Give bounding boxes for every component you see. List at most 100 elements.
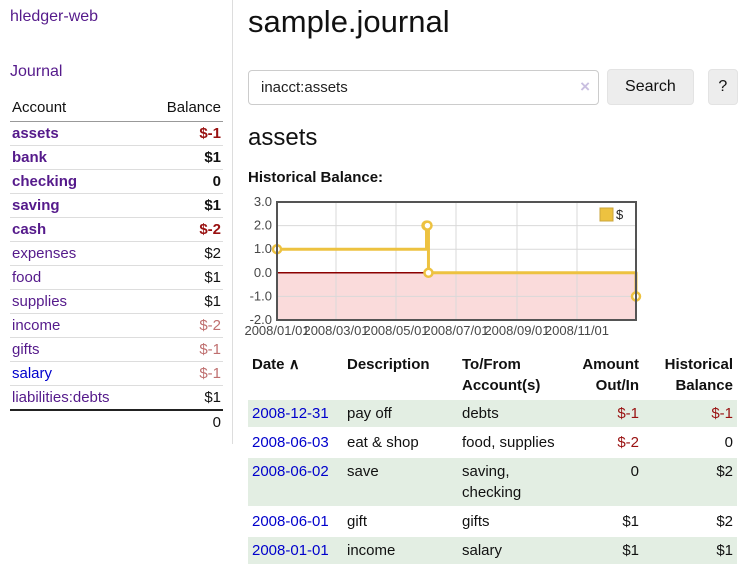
account-link[interactable]: gifts <box>12 341 40 358</box>
account-link[interactable]: bank <box>12 149 48 166</box>
table-row: 2008-01-01 income salary $1 $1 <box>248 537 737 564</box>
account-row: bank $1 <box>10 145 223 170</box>
transaction-date-link[interactable]: 2008-01-01 <box>252 542 329 559</box>
search-button[interactable]: Search <box>607 69 694 105</box>
transaction-date-link[interactable]: 2008-06-03 <box>252 434 329 451</box>
transaction-amount: $-1 <box>563 400 643 427</box>
sort-asc-icon: ∧ <box>288 356 300 373</box>
accounts-header-account: Account <box>12 99 67 116</box>
account-balance: $-1 <box>199 125 221 142</box>
transaction-balance: $2 <box>716 513 733 530</box>
y-axis-tick: -1.0 <box>250 288 272 303</box>
sidebar: hledger-web Journal Account Balance asse… <box>0 0 233 444</box>
sidebar-item-journal[interactable]: Journal <box>10 63 63 80</box>
account-row: income $-2 <box>10 313 223 338</box>
account-balance: 0 <box>212 173 221 190</box>
register-header-amount: Amount Out/In <box>582 356 639 394</box>
account-row: saving $1 <box>10 193 223 218</box>
transaction-amount: $1 <box>622 513 639 530</box>
transaction-balance: $-1 <box>643 400 737 427</box>
account-balance: $1 <box>204 389 221 406</box>
x-axis-tick: 2008/01/01 <box>244 323 309 338</box>
account-balance: $-1 <box>199 365 221 382</box>
account-balance: $-2 <box>199 317 221 334</box>
help-button[interactable]: ? <box>707 69 738 105</box>
transaction-description: gift <box>347 513 368 530</box>
account-link[interactable]: saving <box>12 197 60 214</box>
account-link[interactable]: expenses <box>12 245 77 262</box>
transaction-accounts: gifts <box>462 513 490 530</box>
account-row: cash $-2 <box>10 217 223 242</box>
y-axis-tick: 0.0 <box>254 265 272 280</box>
account-row: supplies $1 <box>10 289 223 314</box>
transaction-amount: $1 <box>563 537 643 564</box>
table-row: 2008-12-31 pay off debts $-1 $-1 <box>248 400 737 427</box>
transaction-date-link[interactable]: 2008-06-02 <box>252 463 329 480</box>
register-body: 2008-12-31 pay off debts $-1 $-1 2008-06-03 ea… <box>248 400 737 564</box>
transaction-date-link[interactable]: 2008-06-01 <box>252 513 329 530</box>
transaction-description: eat & shop <box>347 434 419 451</box>
y-axis-tick: 3.0 <box>254 194 272 209</box>
account-row: salary $-1 <box>10 361 223 386</box>
account-link[interactable]: income <box>12 317 61 334</box>
transaction-description: save <box>343 458 458 506</box>
account-link[interactable]: cash <box>12 221 47 238</box>
x-axis-tick: 2008/07/01 <box>423 323 488 338</box>
clear-search-icon[interactable]: × <box>580 76 591 96</box>
legend-swatch <box>599 207 614 222</box>
register-header-accounts: To/From Account(s) <box>462 356 541 394</box>
search-bar: × Search ? <box>248 69 738 105</box>
y-axis-tick: -2.0 <box>250 312 272 327</box>
search-input[interactable] <box>248 69 600 105</box>
balance-chart: -2.0 -1.0 0.0 1.0 2.0 3.0 2008/01/012008/03/01… <box>244 194 642 338</box>
table-row: 2008-06-03 eat & shop food, supplies $-2 0 <box>248 429 737 456</box>
transaction-balance: $1 <box>643 537 737 564</box>
y-axis-tick: 1.0 <box>254 241 272 256</box>
account-link[interactable]: salary <box>12 365 53 382</box>
account-balance: $1 <box>204 293 221 310</box>
transaction-accounts: salary <box>458 537 563 564</box>
chart-heading: Historical Balance: <box>248 169 384 186</box>
accounts-total-row: 0 <box>10 410 223 434</box>
transaction-balance: $2 <box>643 458 737 506</box>
account-balance: $1 <box>204 269 221 286</box>
account-balance: $-1 <box>199 341 221 358</box>
transaction-amount: 0 <box>563 458 643 506</box>
account-link[interactable]: food <box>12 269 42 286</box>
account-balance: $1 <box>204 197 221 214</box>
account-link[interactable]: liabilities:debts <box>12 389 110 406</box>
account-row: assets $-1 <box>10 122 223 146</box>
transaction-accounts: debts <box>458 400 563 427</box>
register-header-date[interactable]: Date ∧ <box>252 356 300 373</box>
transaction-description: income <box>343 537 458 564</box>
transaction-description: pay off <box>343 400 458 427</box>
account-balance: $1 <box>204 149 221 166</box>
x-axis-tick: 2008/05/01 <box>363 323 428 338</box>
x-axis-tick: 2008/11/01 <box>545 323 609 338</box>
transaction-accounts: saving, checking <box>458 458 563 506</box>
x-axis-tick: 2008/03/01 <box>303 323 368 338</box>
y-axis-tick: 2.0 <box>254 218 272 233</box>
page-title: sample.journal <box>248 4 450 39</box>
register-header-description: Description <box>347 356 430 373</box>
accounts-total-value: 0 <box>212 414 221 431</box>
table-row: 2008-06-02 save saving, checking 0 $2 <box>248 458 737 506</box>
account-heading: assets <box>248 124 318 151</box>
account-link[interactable]: assets <box>12 125 59 142</box>
account-balance: $-2 <box>199 221 221 238</box>
account-row: food $1 <box>10 265 223 290</box>
account-link[interactable]: checking <box>12 173 78 190</box>
account-row: expenses $2 <box>10 241 223 266</box>
chart-border <box>276 201 637 321</box>
account-link[interactable]: supplies <box>12 293 68 310</box>
accounts-header-balance: Balance <box>166 99 221 116</box>
legend-label: $ <box>616 207 624 222</box>
accounts-table: Account Balance assets $-1 bank $1 checking 0… <box>10 96 223 434</box>
x-axis-tick: 2008/09/01 <box>484 323 549 338</box>
chart-data-point <box>423 267 434 279</box>
transaction-date-link[interactable]: 2008-12-31 <box>252 405 329 422</box>
app-title-link[interactable]: hledger-web <box>10 8 99 25</box>
transaction-accounts: food, supplies <box>462 434 555 451</box>
transaction-balance: 0 <box>724 434 733 451</box>
account-row: gifts $-1 <box>10 337 223 362</box>
